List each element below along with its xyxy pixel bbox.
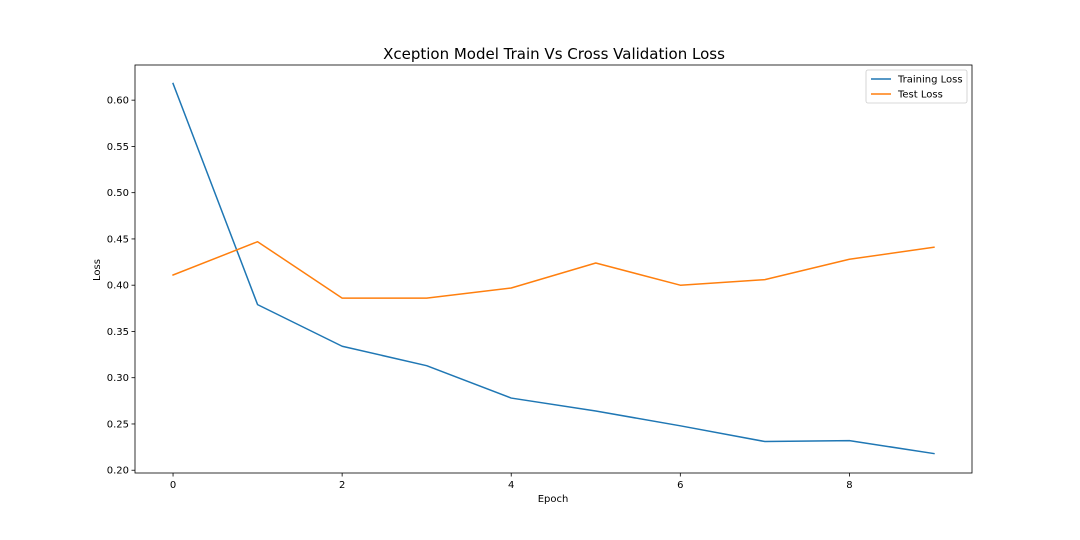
series-line-test-loss bbox=[172, 240, 935, 299]
y-tick-label: 0.50 bbox=[107, 188, 129, 199]
y-axis-label: Loss bbox=[92, 259, 103, 281]
y-tick-label: 0.40 bbox=[107, 281, 129, 292]
legend: Training Loss Test Loss bbox=[865, 69, 968, 104]
axes: 0 2 4 6 8 0.20 0.25 0.30 0.35 0.40 0.45 0.50 0.55 0.6… bbox=[107, 64, 973, 491]
y-tick-label: 0.55 bbox=[107, 142, 129, 153]
x-tick-label: 6 bbox=[677, 480, 683, 491]
chart-title: Xception Model Train Vs Cross Validation… bbox=[383, 45, 725, 63]
y-tick-label: 0.60 bbox=[107, 96, 129, 107]
legend-label-training-loss: Training Loss bbox=[897, 75, 963, 86]
x-tick-label: 2 bbox=[339, 480, 345, 491]
plot-area bbox=[172, 82, 935, 455]
x-tick-label: 4 bbox=[508, 480, 514, 491]
x-tick-label: 8 bbox=[846, 480, 852, 491]
legend-label-test-loss: Test Loss bbox=[897, 90, 943, 101]
y-tick-label: 0.30 bbox=[107, 373, 129, 384]
y-tick-label: 0.20 bbox=[107, 466, 129, 477]
legend-box bbox=[865, 69, 968, 104]
plot-frame bbox=[134, 64, 973, 474]
y-tick-label: 0.45 bbox=[107, 234, 129, 245]
y-tick-label: 0.35 bbox=[107, 327, 129, 338]
y-tick-label: 0.25 bbox=[107, 419, 129, 430]
x-axis-label: Epoch bbox=[538, 494, 569, 505]
series-line-training-loss bbox=[172, 82, 935, 455]
x-tick-label: 0 bbox=[170, 480, 176, 491]
